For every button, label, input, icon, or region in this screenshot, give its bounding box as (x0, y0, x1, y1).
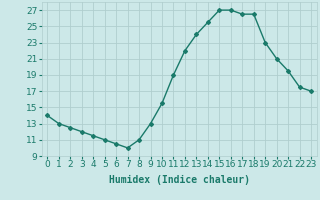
X-axis label: Humidex (Indice chaleur): Humidex (Indice chaleur) (109, 175, 250, 185)
